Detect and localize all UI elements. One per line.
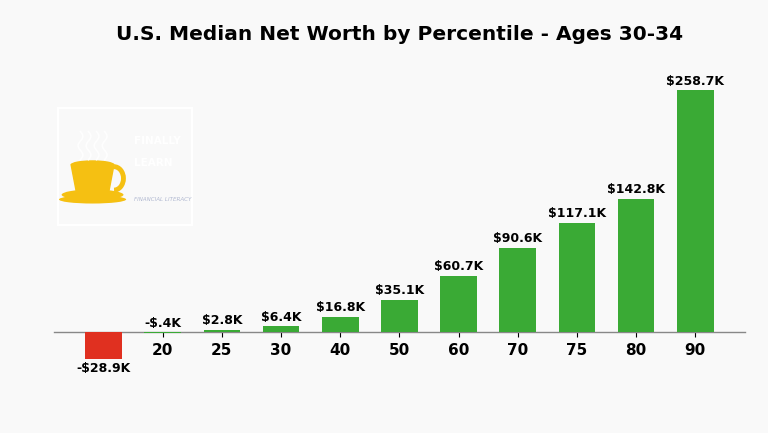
Bar (85, 333, 122, 359)
Text: $60.7K: $60.7K (434, 260, 483, 273)
Bar (263, 326, 300, 333)
Text: $117.1K: $117.1K (548, 207, 606, 220)
Ellipse shape (71, 160, 114, 168)
Bar (499, 248, 536, 333)
Bar (322, 317, 359, 333)
Polygon shape (71, 165, 114, 192)
Text: $35.1K: $35.1K (375, 284, 424, 297)
Bar (440, 275, 477, 333)
Text: -$.4K: -$.4K (144, 317, 181, 330)
Title: U.S. Median Net Worth by Percentile - Ages 30-34: U.S. Median Net Worth by Percentile - Ag… (116, 25, 683, 44)
Text: $16.8K: $16.8K (316, 301, 365, 314)
Bar (204, 330, 240, 333)
Text: $6.4K: $6.4K (261, 311, 301, 324)
Bar (558, 223, 595, 333)
Bar (617, 199, 654, 333)
Bar (381, 300, 418, 333)
Text: $258.7K: $258.7K (666, 75, 724, 88)
Text: -$28.9K: -$28.9K (76, 362, 131, 375)
Ellipse shape (61, 190, 124, 200)
Text: FINANCIAL LITERACY: FINANCIAL LITERACY (134, 197, 191, 202)
Text: $90.6K: $90.6K (493, 232, 542, 245)
Text: $142.8K: $142.8K (607, 184, 665, 197)
Text: LEARN: LEARN (134, 158, 173, 168)
Ellipse shape (59, 195, 126, 204)
Text: $2.8K: $2.8K (202, 314, 242, 327)
Text: FINALLY: FINALLY (134, 136, 181, 146)
Bar (677, 90, 713, 333)
